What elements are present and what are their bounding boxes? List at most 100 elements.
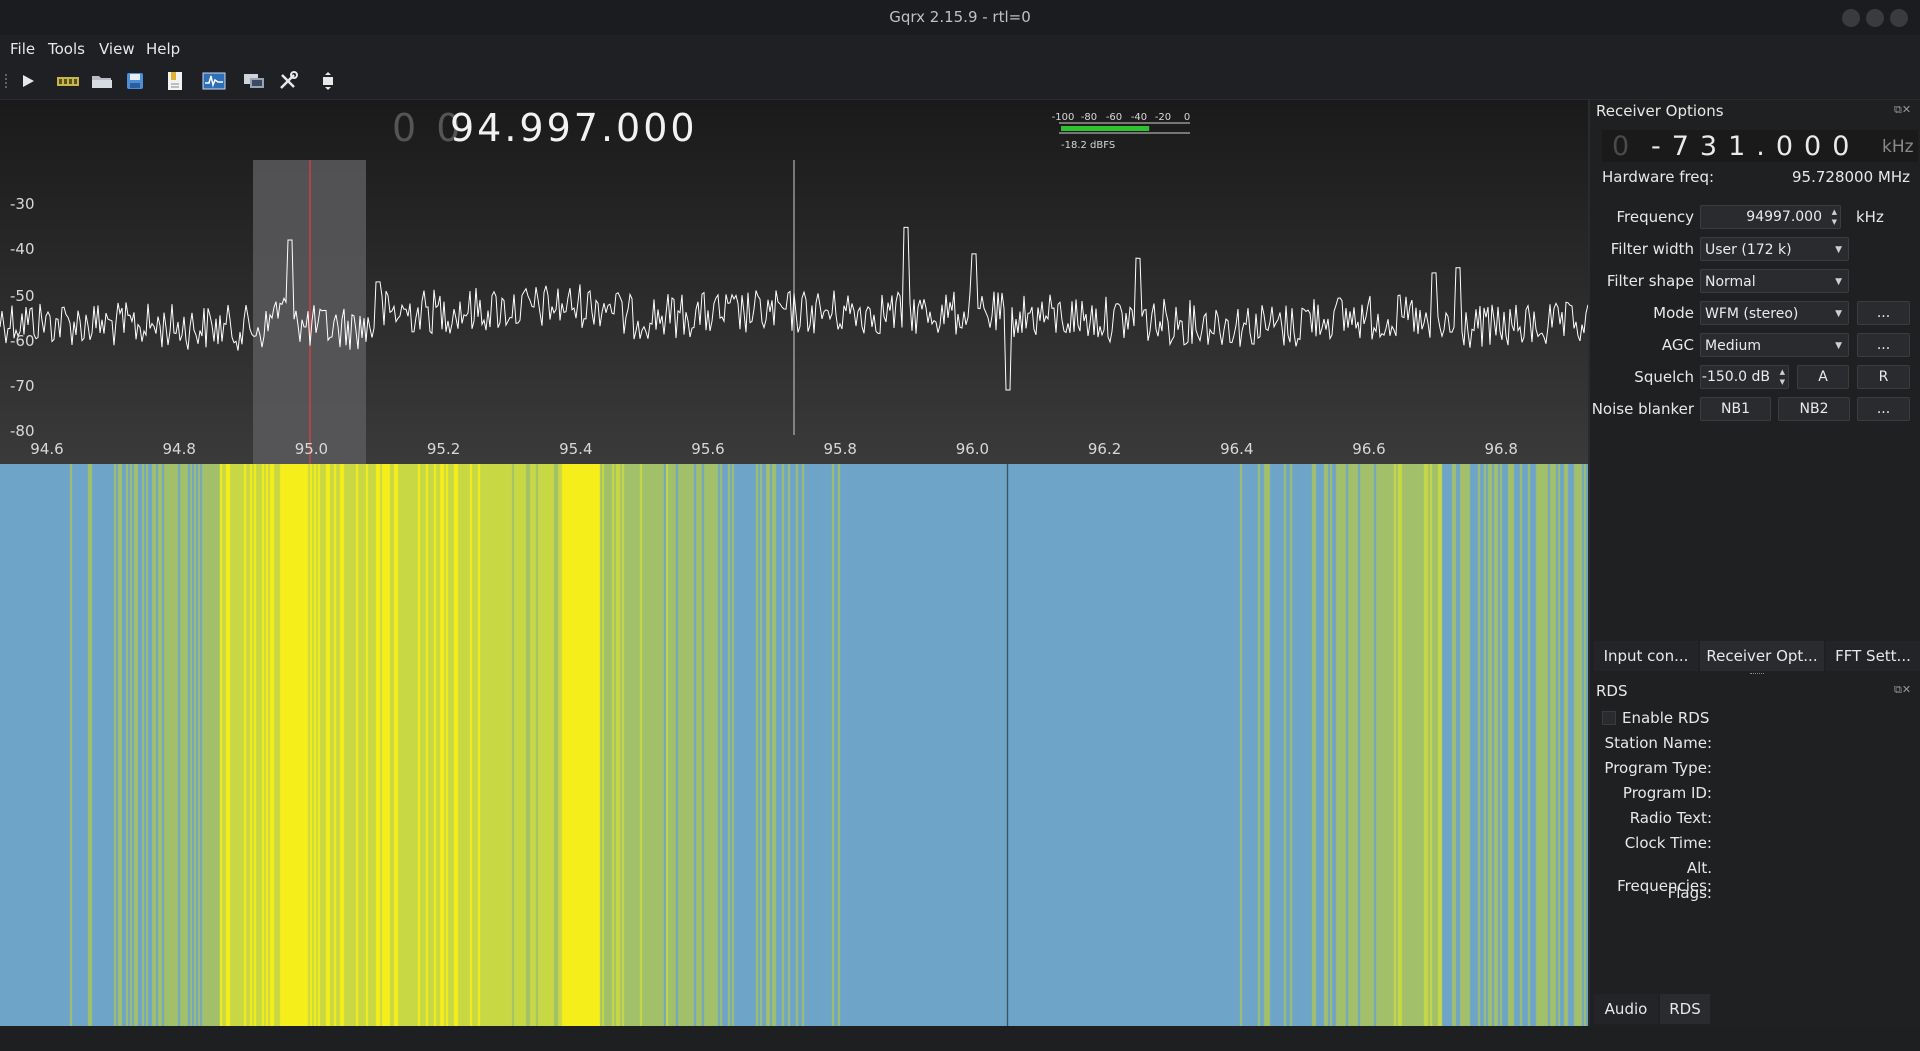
- tab-receiver-options[interactable]: Receiver Opt...: [1700, 641, 1824, 671]
- frequency-dim-digits: 0 0: [392, 106, 464, 150]
- y-tick-label: -70: [10, 377, 35, 395]
- save-icon[interactable]: [122, 69, 148, 93]
- frequency-label: Frequency: [1616, 208, 1695, 226]
- offset-unit: kHz: [1882, 137, 1914, 157]
- spectrum-plot[interactable]: -30 -40 -50 -60 -70 -80 94.6 94.8 95.0 95.2 95.4 9…: [0, 100, 1588, 464]
- flags-label: Flags:: [1667, 884, 1712, 902]
- menu-file[interactable]: File: [10, 40, 36, 58]
- waterfall-display[interactable]: [0, 464, 1588, 1026]
- frequency-readout[interactable]: 94.997.000: [450, 106, 698, 150]
- squelch-reset-button[interactable]: R: [1857, 365, 1910, 389]
- toolbar-handle-icon: [2, 69, 10, 93]
- tab-input-controls[interactable]: Input con...: [1594, 641, 1698, 671]
- agc-select[interactable]: Medium ▼: [1700, 333, 1849, 357]
- mode-label: Mode: [1653, 304, 1694, 322]
- menu-view[interactable]: View: [99, 40, 135, 58]
- chevron-down-icon: ▼: [1835, 341, 1842, 351]
- agc-value: Medium: [1705, 338, 1761, 354]
- frequency-input-value: 94997.000: [1746, 209, 1822, 225]
- splitter-handle[interactable]: [1750, 673, 1764, 677]
- mode-value: WFM (stereo): [1705, 306, 1799, 322]
- maximize-button[interactable]: [1866, 9, 1884, 27]
- filter-width-label: Filter width: [1610, 240, 1694, 258]
- y-tick-label: -80: [10, 422, 35, 440]
- x-tick-label: 94.8: [162, 440, 195, 458]
- chevron-down-icon: ▼: [1835, 277, 1842, 287]
- window-title: Gqrx 2.15.9 - rtl=0: [889, 8, 1031, 26]
- filter-shape-label: Filter shape: [1606, 272, 1694, 290]
- mode-select[interactable]: WFM (stereo) ▼: [1700, 301, 1849, 325]
- x-tick-label: 95.8: [823, 440, 856, 458]
- nb2-button[interactable]: NB2: [1778, 397, 1850, 421]
- clock-time-label: Clock Time:: [1624, 834, 1712, 852]
- play-icon[interactable]: [15, 69, 41, 93]
- plot-area: -30 -40 -50 -60 -70 -80 94.6 94.8 95.0 95.2 95.4 9…: [0, 100, 1588, 1026]
- signal-meter-value: -18.2 dBFS: [1061, 140, 1115, 151]
- dock-splitter[interactable]: [1588, 100, 1590, 1026]
- x-tick-label: 96.8: [1484, 440, 1517, 458]
- menu-help[interactable]: Help: [146, 40, 181, 58]
- tab-fft-settings[interactable]: FFT Sett...: [1826, 641, 1920, 671]
- menu-tools[interactable]: Tools: [48, 40, 85, 58]
- title-bar: Gqrx 2.15.9 - rtl=0: [0, 0, 1920, 35]
- squelch-input[interactable]: -150.0 dB ▲ ▼: [1700, 365, 1789, 389]
- x-tick-label: 96.0: [956, 440, 989, 458]
- program-type-label: Program Type:: [1604, 759, 1712, 777]
- dock-float-close-icon[interactable]: ⧉✕: [1894, 103, 1912, 116]
- menu-bar: File Tools View Help: [0, 35, 1920, 64]
- settings-icon[interactable]: [275, 69, 301, 93]
- hardware-freq-label: Hardware freq:: [1602, 168, 1715, 186]
- x-tick-label: 95.4: [559, 440, 592, 458]
- fft-icon[interactable]: [201, 69, 227, 93]
- spectrum-trace: [0, 226, 1588, 391]
- noise-blanker-options-button[interactable]: ...: [1857, 397, 1910, 421]
- x-tick-label: 96.2: [1088, 440, 1121, 458]
- open-icon[interactable]: [89, 69, 115, 93]
- mode-options-button[interactable]: ...: [1857, 301, 1910, 325]
- chevron-down-icon: ▼: [1835, 245, 1842, 255]
- agc-options-button[interactable]: ...: [1857, 333, 1910, 357]
- noise-blanker-label: Noise blanker: [1591, 400, 1694, 418]
- x-tick-label: 96.4: [1220, 440, 1253, 458]
- filter-shape-select[interactable]: Normal ▼: [1700, 269, 1849, 293]
- alt-frequencies-label: Alt. Frequencies:: [1617, 859, 1712, 895]
- hardware-icon[interactable]: [55, 69, 81, 93]
- nb1-button[interactable]: NB1: [1700, 397, 1771, 421]
- offset-value: -731.000: [1651, 131, 1861, 162]
- frequency-unit: kHz: [1856, 208, 1884, 226]
- remote-icon[interactable]: [241, 69, 267, 93]
- signal-meter: -100 -80 -60 -40 -20 0 -18.2 dBFS: [1052, 112, 1191, 151]
- rds-title: RDS: [1596, 682, 1628, 700]
- squelch-label: Squelch: [1634, 368, 1694, 386]
- x-tick-label: 95.2: [427, 440, 460, 458]
- meter-tick-label: -100: [1052, 112, 1075, 123]
- filter-width-value: User (172 k): [1705, 242, 1792, 258]
- offset-dim-digit: 0: [1612, 131, 1630, 162]
- spin-arrows-icon[interactable]: ▲ ▼: [1831, 208, 1837, 226]
- enable-rds-checkbox[interactable]: [1602, 711, 1616, 725]
- y-tick-label: -30: [10, 195, 35, 213]
- frequency-input[interactable]: 94997.000 ▲ ▼: [1700, 205, 1841, 229]
- receiver-options-title: Receiver Options: [1596, 102, 1724, 120]
- squelch-auto-button[interactable]: A: [1797, 365, 1849, 389]
- station-name-label: Station Name:: [1604, 734, 1712, 752]
- dock-panel: Receiver Options ⧉✕ 0 -731.000 kHz Hardw…: [1590, 100, 1920, 1026]
- close-button[interactable]: [1890, 9, 1908, 27]
- offset-display[interactable]: 0 -731.000 kHz: [1602, 130, 1918, 162]
- tab-rds[interactable]: RDS: [1660, 994, 1710, 1024]
- agc-label: AGC: [1661, 336, 1694, 354]
- bookmark-icon[interactable]: [162, 69, 188, 93]
- y-tick-label: -50: [10, 287, 35, 305]
- status-bar: [0, 1026, 1920, 1051]
- enable-rds-label: Enable RDS: [1622, 709, 1710, 727]
- spin-arrows-icon[interactable]: ▲ ▼: [1779, 368, 1785, 386]
- filter-width-select[interactable]: User (172 k) ▼: [1700, 237, 1849, 261]
- minimize-button[interactable]: [1842, 9, 1860, 27]
- meter-tick-label: -20: [1155, 112, 1171, 123]
- squelch-value: -150.0 dB: [1701, 369, 1770, 385]
- dock-float-close-icon[interactable]: ⧉✕: [1894, 683, 1912, 696]
- fullscreen-icon[interactable]: [315, 69, 341, 93]
- meter-tick-label: -60: [1106, 112, 1122, 123]
- tab-audio[interactable]: Audio: [1594, 994, 1658, 1024]
- x-tick-label: 95.0: [295, 440, 328, 458]
